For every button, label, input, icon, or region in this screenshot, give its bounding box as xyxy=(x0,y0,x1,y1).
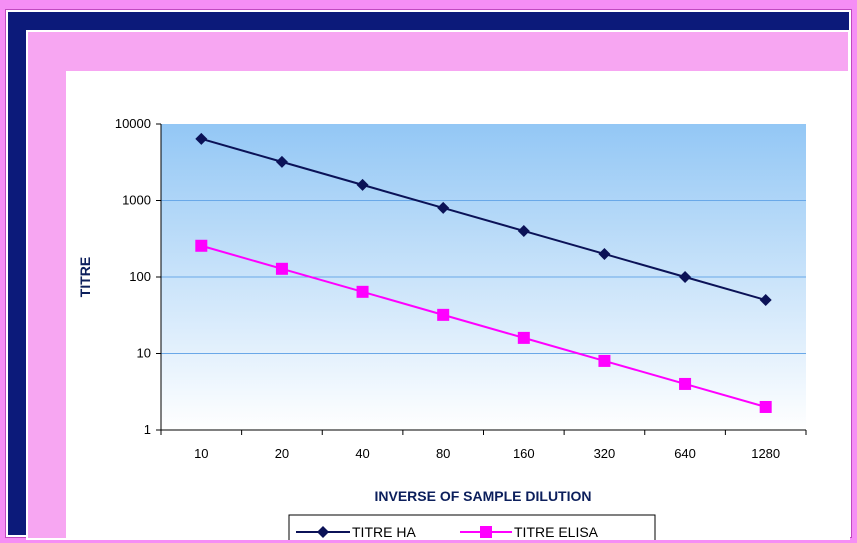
y-tick-label: 10000 xyxy=(115,116,151,131)
y-tick-label: 100 xyxy=(129,269,151,284)
data-point-titre-ha xyxy=(759,294,772,307)
data-point-titre-ha xyxy=(195,132,208,145)
outer-frame: 1 10 100 1000 10000 10 20 40 80 160 320 640 1280 TIT… xyxy=(6,10,851,540)
series-line-titre-elisa xyxy=(201,244,766,408)
data-point-titre-elisa xyxy=(437,308,450,321)
data-point-titre-ha xyxy=(517,224,530,237)
legend-label-titre-ha: TITRE HA xyxy=(352,524,416,540)
x-tick-label: 640 xyxy=(674,446,696,461)
data-point-titre-elisa xyxy=(517,331,530,344)
x-tick-label: 20 xyxy=(275,446,289,461)
y-tick-label: 1000 xyxy=(122,193,151,208)
x-tick-label: 320 xyxy=(594,446,616,461)
legend-box xyxy=(288,514,656,540)
data-point-titre-elisa xyxy=(195,239,208,252)
legend: TITRE HA TITRE ELISA xyxy=(288,514,656,540)
data-point-titre-elisa xyxy=(679,377,692,390)
x-tick-label: 10 xyxy=(194,446,208,461)
data-point-titre-ha xyxy=(598,247,611,260)
series-line-titre-ha xyxy=(201,137,766,301)
data-point-titre-elisa xyxy=(275,262,288,275)
x-axis-title: INVERSE OF SAMPLE DILUTION xyxy=(374,488,591,504)
y-axis-title: TITRE xyxy=(77,257,93,297)
legend-marker-diamond-icon xyxy=(317,526,329,538)
data-point-titre-ha xyxy=(679,271,692,283)
x-tick-label: 80 xyxy=(436,446,450,461)
data-point-titre-ha xyxy=(356,178,369,191)
x-tick-label: 40 xyxy=(355,446,369,461)
chart-panel: 1 10 100 1000 10000 10 20 40 80 160 320 640 1280 TIT… xyxy=(66,71,849,540)
x-tick-label: 1280 xyxy=(751,446,780,461)
legend-marker-square-icon xyxy=(480,526,492,538)
data-point-titre-elisa xyxy=(356,285,369,298)
data-point-titre-elisa xyxy=(598,354,611,367)
data-point-titre-ha xyxy=(437,201,450,214)
x-tick-label: 160 xyxy=(513,446,535,461)
y-tick-label: 10 xyxy=(137,346,151,361)
data-point-titre-ha xyxy=(275,155,288,168)
titre-chart: 1 10 100 1000 10000 10 20 40 80 160 320 640 1280 TIT… xyxy=(77,116,807,540)
legend-label-titre-elisa: TITRE ELISA xyxy=(514,524,599,540)
inner-frame: 1 10 100 1000 10000 10 20 40 80 160 320 640 1280 TIT… xyxy=(26,30,850,540)
data-point-titre-elisa xyxy=(759,400,772,413)
y-tick-label: 1 xyxy=(144,422,151,437)
